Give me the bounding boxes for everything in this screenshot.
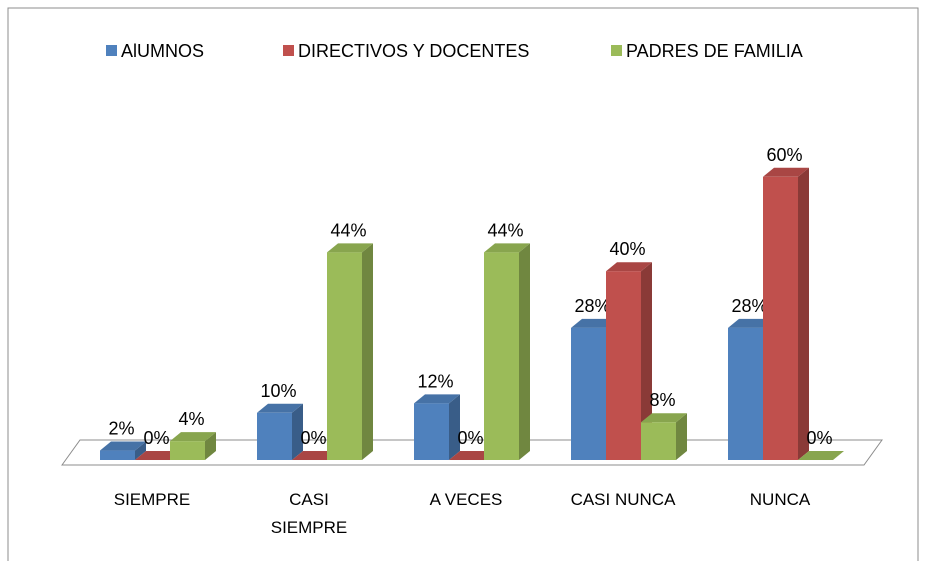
bar-front bbox=[728, 327, 763, 460]
bar-side bbox=[135, 441, 146, 460]
bar-side bbox=[362, 243, 373, 460]
bar-front bbox=[641, 422, 676, 460]
bar-front bbox=[484, 252, 519, 460]
bar-top bbox=[484, 243, 530, 253]
bar-top bbox=[798, 451, 844, 460]
value-label: 60% bbox=[766, 145, 802, 165]
x-tick-label: NUNCA bbox=[749, 490, 811, 509]
bar-top bbox=[606, 262, 652, 272]
bar bbox=[798, 451, 844, 461]
bar bbox=[484, 243, 530, 460]
bar-side bbox=[292, 403, 303, 460]
value-label: 0% bbox=[457, 428, 483, 448]
bar-top bbox=[100, 441, 146, 451]
bar bbox=[449, 451, 495, 461]
legend-label: PADRES DE FAMILIA bbox=[626, 41, 803, 61]
bar bbox=[100, 441, 146, 460]
bar-side bbox=[798, 167, 809, 461]
bar-front bbox=[606, 271, 641, 460]
legend-label: AlUMNOS bbox=[121, 41, 204, 61]
value-label: 40% bbox=[609, 239, 645, 259]
value-label: 8% bbox=[649, 390, 675, 410]
value-label: 44% bbox=[330, 220, 366, 240]
bar bbox=[763, 167, 809, 461]
bar-front bbox=[100, 450, 135, 460]
value-label: 4% bbox=[178, 409, 204, 429]
value-label: 12% bbox=[417, 371, 453, 391]
bar-side bbox=[449, 394, 460, 460]
bar-top bbox=[449, 451, 495, 460]
legend-swatch bbox=[611, 45, 622, 56]
bar-side bbox=[205, 432, 216, 460]
bar-side bbox=[641, 262, 652, 460]
value-label: 0% bbox=[806, 428, 832, 448]
bar-top bbox=[327, 243, 373, 253]
bar bbox=[257, 403, 303, 460]
value-label: 28% bbox=[574, 296, 610, 316]
bar-front bbox=[257, 412, 292, 460]
bar-top bbox=[135, 451, 181, 460]
bar-top bbox=[292, 451, 338, 460]
bar-front bbox=[763, 176, 798, 461]
bar-front bbox=[170, 441, 205, 460]
value-label: 2% bbox=[108, 419, 134, 439]
bar bbox=[606, 262, 652, 460]
chart-frame bbox=[7, 7, 919, 561]
value-label: 0% bbox=[300, 428, 326, 448]
bar-front bbox=[414, 403, 449, 460]
bar-front bbox=[571, 327, 606, 460]
bar-side bbox=[676, 413, 687, 460]
bar bbox=[414, 394, 460, 460]
bar-top bbox=[763, 167, 809, 177]
bar bbox=[292, 451, 338, 461]
bar bbox=[641, 413, 687, 460]
value-label: 0% bbox=[143, 428, 169, 448]
bar bbox=[327, 243, 373, 460]
bar-top bbox=[257, 403, 303, 413]
legend-swatch bbox=[106, 45, 117, 56]
value-label: 44% bbox=[487, 220, 523, 240]
bar-top bbox=[728, 318, 774, 328]
bar-top bbox=[170, 432, 216, 442]
bar-top bbox=[571, 318, 617, 328]
bar bbox=[135, 451, 181, 461]
x-tick-label: A VECES bbox=[429, 490, 503, 509]
value-label: 10% bbox=[260, 381, 296, 401]
x-tick-label: SIEMPRE bbox=[113, 490, 191, 509]
legend-label: DIRECTIVOS Y DOCENTES bbox=[298, 41, 529, 61]
bar-side bbox=[519, 243, 530, 460]
legend-swatch bbox=[283, 45, 294, 56]
value-label: 28% bbox=[731, 296, 767, 316]
x-tick-label: CASI NUNCA bbox=[570, 490, 676, 509]
bar bbox=[170, 432, 216, 460]
bar-front bbox=[327, 252, 362, 460]
bar-top bbox=[414, 394, 460, 404]
bar-top bbox=[641, 413, 687, 423]
x-tick-label: CASI SIEMPRE bbox=[270, 490, 348, 537]
